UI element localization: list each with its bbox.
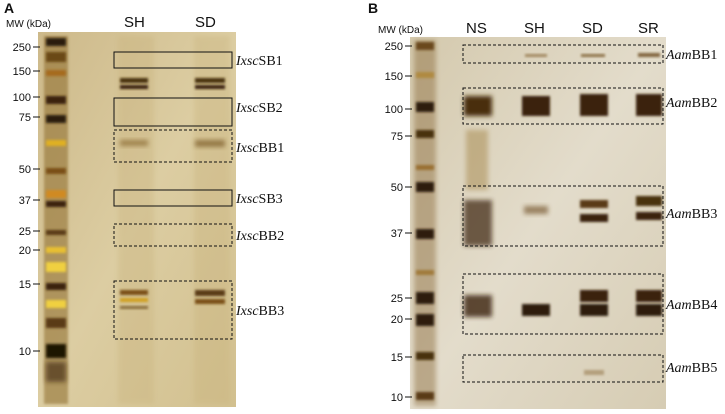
panel-b-lane-ns-bands	[464, 96, 492, 317]
band-label-ixscsb3: IxscSB3	[235, 192, 283, 207]
panel-b-box-bb3	[462, 185, 664, 247]
band-label-aambb4: AamBB4	[665, 298, 717, 313]
panel-a-lane-label-sd: SD	[195, 14, 216, 31]
panel-b-marker: 15	[391, 352, 403, 364]
band-label-ixscsb1: IxscSB1	[235, 54, 283, 69]
panel-b-box-bb1	[462, 44, 664, 64]
panel-b-marker: 20	[391, 314, 403, 326]
panel-a-marker: 37	[19, 195, 31, 207]
panel-b-box-bb2	[462, 87, 664, 125]
panel-a-box-bb3	[113, 280, 233, 340]
panel-b-lane-label-sh: SH	[524, 20, 545, 37]
panel-a: A MW (kDa)	[4, 0, 284, 407]
band-label-ixscbb2: IxscBB2	[235, 229, 284, 244]
panel-b-gel	[410, 37, 666, 409]
panel-b-mw-label: MW (kDa)	[378, 25, 423, 36]
panel-b-band-labels: AamBB1 AamBB2 AamBB3 AamBB4 AamBB5	[665, 48, 717, 376]
panel-a-marker: 75	[19, 112, 31, 124]
panel-a-marker: 25	[19, 226, 31, 238]
panel-b-marker: 150	[385, 71, 403, 83]
panel-a-marker: 150	[13, 66, 31, 78]
band-label-aambb5: AamBB5	[665, 361, 717, 376]
panel-b-lane-sh-bands	[522, 54, 550, 316]
panel-a-lane-sh-bands	[120, 78, 148, 309]
panel-b-marker: 250	[385, 41, 403, 53]
panel-b-marker: 50	[391, 182, 403, 194]
panel-b-marker: 75	[391, 131, 403, 143]
panel-b-box-bb4	[462, 273, 664, 335]
panel-a-marker: 10	[19, 346, 31, 358]
panel-b-marker: 25	[391, 293, 403, 305]
panel-b-letter: B	[368, 0, 378, 16]
panel-b-box-bb5	[462, 354, 664, 383]
panel-a-marker: 250	[13, 42, 31, 54]
band-label-ixscbb3: IxscBB3	[235, 304, 284, 319]
panel-a-mw-label: MW (kDa)	[6, 19, 51, 30]
panel-b-marker: 37	[391, 228, 403, 240]
panel-a-box-sb1	[113, 51, 233, 69]
panel-a-marker-ticks	[33, 46, 40, 352]
panel-a-marker: 20	[19, 245, 31, 257]
panel-a-marker-labels: 250 150 100 75 50 37 25 20 15 10	[13, 42, 31, 358]
panel-a-lane-sd-bands	[195, 78, 225, 304]
panel-b-lane-label-sr: SR	[638, 20, 659, 37]
panel-b-ladder-lane	[414, 40, 436, 406]
panel-a-marker: 50	[19, 164, 31, 176]
panel-b-lane-sr-bands	[636, 53, 662, 316]
panel-b-marker-labels: 250 150 100 75 50 37 25 20 15 10	[385, 41, 403, 404]
band-label-aambb2: AamBB2	[665, 96, 717, 111]
panel-a-lane-label-sh: SH	[124, 14, 145, 31]
panel-b-lane-sd-bands	[580, 54, 608, 375]
panel-b: B MW (kDa)	[368, 0, 717, 409]
band-label-aambb1: AamBB1	[665, 48, 717, 63]
panel-b-marker: 10	[391, 392, 403, 404]
band-label-ixscbb1: IxscBB1	[235, 141, 284, 156]
panel-a-marker: 100	[13, 92, 31, 104]
panel-b-lane-label-sd: SD	[582, 20, 603, 37]
panel-b-marker: 100	[385, 104, 403, 116]
panel-a-letter: A	[4, 0, 14, 16]
panel-b-lane-label-ns: NS	[466, 20, 487, 37]
panel-a-band-labels: IxscSB1 IxscSB2 IxscBB1 IxscSB3 IxscBB2 …	[235, 54, 284, 319]
band-label-ixscsb2: IxscSB2	[235, 101, 283, 116]
panel-a-marker: 15	[19, 279, 31, 291]
panel-a-box-sb2	[113, 97, 233, 127]
band-label-aambb3: AamBB3	[665, 207, 717, 222]
panel-a-ladder-lane	[44, 36, 68, 404]
panel-a-box-sb3	[113, 189, 233, 207]
panel-b-marker-ticks	[405, 45, 412, 398]
